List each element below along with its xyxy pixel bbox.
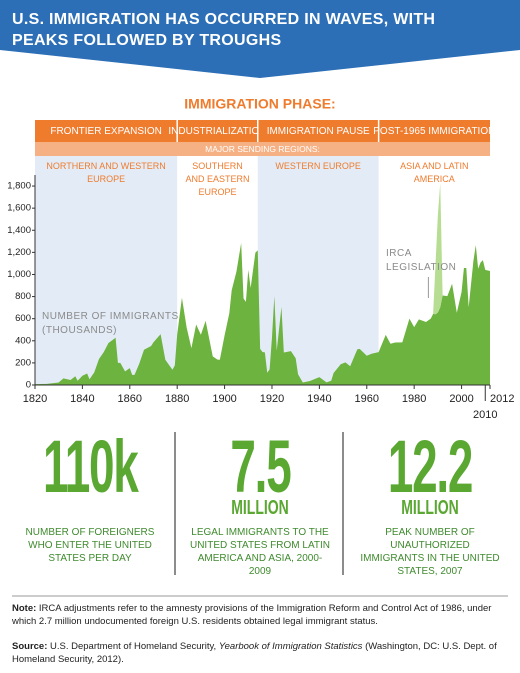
stat-description: NUMBER OF FOREIGNERS WHO ENTER THE UNITE… bbox=[25, 527, 155, 564]
stat-unit: MILLION bbox=[401, 497, 459, 519]
x-tick-label: 1840 bbox=[70, 393, 94, 405]
x-tick-label: 1980 bbox=[402, 393, 426, 405]
note-text: IRCA adjustments refer to the amnesty pr… bbox=[12, 603, 492, 627]
stat-unit: MILLION bbox=[231, 497, 289, 519]
stat: 110k NUMBER OF FOREIGNERS WHO ENTER THE … bbox=[10, 430, 170, 565]
y-tick-label: 400 bbox=[15, 335, 31, 346]
y-tick-label: 1,400 bbox=[7, 225, 31, 236]
x-tick-label: 1820 bbox=[23, 393, 47, 405]
stat-value: 110k bbox=[42, 425, 139, 508]
header-band bbox=[0, 0, 520, 78]
x-tick-label: 2010 bbox=[473, 409, 497, 421]
regions-bar bbox=[35, 142, 490, 156]
stat-value: 7.5 bbox=[229, 425, 291, 508]
phase-title: IMMIGRATION PHASE: bbox=[184, 96, 335, 112]
phase-bar bbox=[35, 120, 178, 142]
y-tick-label: 600 bbox=[15, 313, 31, 324]
source-title: Yearbook of Immigration Statistics bbox=[218, 641, 363, 652]
y-tick-label: 200 bbox=[15, 357, 31, 368]
stat-description: PEAK NUMBER OF UNAUTHORIZED IMMIGRANTS I… bbox=[360, 527, 500, 577]
stat: 7.5 MILLION LEGAL IMMIGRANTS TO THE UNIT… bbox=[180, 430, 340, 578]
note: Note: IRCA adjustments refer to the amne… bbox=[12, 602, 508, 628]
phase-bar bbox=[177, 120, 258, 142]
phase-name: FRONTIER EXPANSION bbox=[50, 126, 162, 137]
phase-name: INDUSTRIALIZATION bbox=[168, 126, 266, 137]
stat-value: 12.2 bbox=[387, 425, 474, 508]
phase-name: IMMIGRATION PAUSE bbox=[267, 126, 370, 137]
source-label: Source: bbox=[12, 641, 48, 652]
stat-description: LEGAL IMMIGRANTS TO THE UNITED STATES FR… bbox=[189, 527, 330, 577]
y-tick-label: 1,200 bbox=[7, 247, 31, 258]
phase-bar bbox=[378, 120, 490, 142]
area bbox=[433, 183, 443, 315]
series-label: IRCA LEGISLATION bbox=[386, 248, 457, 273]
y-tick-label: 800 bbox=[15, 291, 31, 302]
x-tick-label: 1920 bbox=[260, 393, 284, 405]
region-label: SOUTHERN AND EASTERN EUROPE bbox=[185, 161, 250, 197]
area bbox=[35, 242, 490, 385]
series-label: NUMBER OF IMMIGRANTS (THOUSANDS) bbox=[42, 311, 179, 336]
y-tick-label: 1,600 bbox=[7, 203, 31, 214]
title: U.S. IMMIGRATION HAS OCCURRED IN WAVES, … bbox=[12, 11, 436, 49]
x-tick-label: 1960 bbox=[355, 393, 379, 405]
x-tick-label: 1940 bbox=[307, 393, 331, 405]
stat: 12.2 MILLION PEAK NUMBER OF UNAUTHORIZED… bbox=[350, 430, 510, 578]
source-text: U.S. Department of Homeland Security, bbox=[50, 641, 217, 652]
y-tick-label: 1,800 bbox=[7, 181, 31, 192]
region-label: ASIA AND LATIN AMERICA bbox=[400, 161, 469, 184]
note-label: Note: bbox=[12, 603, 37, 614]
x-tick-label: 2000 bbox=[449, 393, 473, 405]
regions-title: MAJOR SENDING REGIONS: bbox=[205, 144, 320, 154]
x-tick-label: 2012 bbox=[490, 393, 514, 405]
y-tick-label: 0 bbox=[26, 380, 31, 391]
region-label: NORTHERN AND WESTERN EUROPE bbox=[46, 161, 166, 184]
x-tick-label: 1860 bbox=[118, 393, 142, 405]
y-tick-label: 1,000 bbox=[7, 269, 31, 280]
source: Source: U.S. Department of Homeland Secu… bbox=[12, 640, 508, 666]
x-tick-label: 1880 bbox=[165, 393, 189, 405]
region-label: WESTERN EUROPE bbox=[275, 161, 361, 171]
source-rest: (Washington, DC: U.S. Dept. of Homeland … bbox=[12, 641, 497, 665]
phase-name: POST-1965 IMMIGRATION bbox=[373, 126, 495, 137]
x-tick-label: 1900 bbox=[212, 393, 236, 405]
phase-bar bbox=[257, 120, 379, 142]
